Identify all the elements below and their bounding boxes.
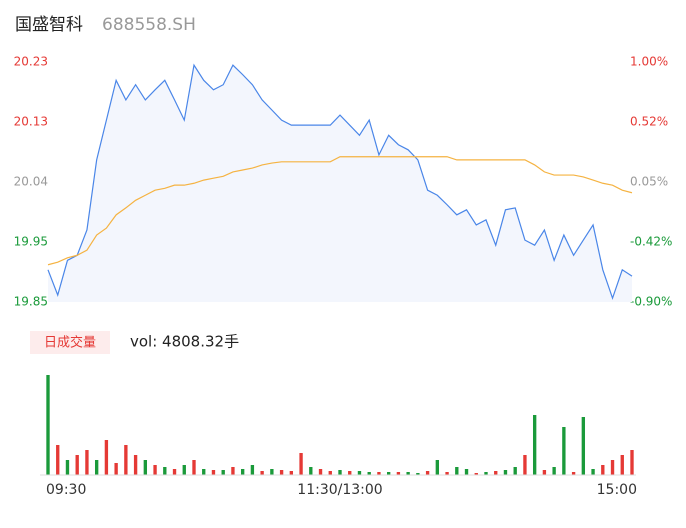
x-tick-label: 15:00 <box>597 482 637 498</box>
volume-bar <box>464 469 469 475</box>
volume-bar <box>299 453 303 475</box>
volume-bar <box>56 445 60 475</box>
volume-bar <box>172 469 177 475</box>
volume-label: 日成交量 <box>44 335 96 351</box>
volume-bar <box>221 470 225 475</box>
volume-bar <box>318 469 323 475</box>
volume-bar <box>231 467 235 475</box>
y-tick-label: 20.13 <box>14 115 48 129</box>
volume-bar <box>85 450 89 475</box>
x-tick-label: 09:30 <box>46 482 86 498</box>
volume-bar <box>153 465 157 475</box>
y2-tick-label: 0.52% <box>630 115 668 129</box>
volume-bar <box>484 472 488 475</box>
volume-bar <box>289 471 294 475</box>
volume-bar <box>396 472 401 475</box>
volume-bar <box>386 472 391 475</box>
volume-bar <box>94 460 99 475</box>
volume-bar <box>532 415 537 475</box>
volume-bar <box>542 470 547 475</box>
volume-bar <box>182 465 186 475</box>
volume-bar <box>163 467 167 475</box>
volume-bar <box>143 460 148 475</box>
volume-bar <box>494 471 498 475</box>
volume-bar <box>416 473 420 475</box>
volume-bar <box>75 455 79 475</box>
volume-bar <box>523 455 527 475</box>
volume-bar <box>240 469 245 475</box>
volume-bar <box>46 375 50 475</box>
stock-name: 国盛智科 <box>15 15 83 35</box>
y-tick-label: 20.04 <box>14 175 48 189</box>
volume-readout: vol: 4808.32手 <box>130 333 239 351</box>
price-area <box>48 65 632 302</box>
volume-bar <box>630 450 634 475</box>
volume-bar <box>552 467 556 475</box>
volume-bar <box>562 427 566 475</box>
volume-bar <box>406 472 410 475</box>
volume-bar <box>474 473 478 475</box>
y2-tick-label: 0.05% <box>630 175 668 189</box>
volume-bar <box>571 472 576 475</box>
volume-bar <box>357 471 362 475</box>
y2-tick-label: 1.00% <box>630 55 668 69</box>
volume-bar <box>65 460 70 475</box>
volume-bar <box>328 471 332 475</box>
volume-bar <box>377 472 381 475</box>
volume-bar <box>133 455 138 475</box>
volume-label-bg <box>30 331 110 354</box>
volume-bar <box>202 469 206 475</box>
volume-bar <box>620 455 624 475</box>
volume-bar <box>513 467 517 475</box>
stock-code: 688558.SH <box>102 15 196 35</box>
y-tick-label: 19.95 <box>14 235 48 249</box>
volume-bar <box>104 440 109 475</box>
volume-bar <box>455 467 459 475</box>
volume-bar <box>435 460 440 475</box>
y2-tick-label: -0.42% <box>630 235 672 249</box>
volume-bar <box>270 469 274 475</box>
average-line <box>47 156 633 266</box>
volume-bar <box>192 460 196 475</box>
volume-bar <box>445 472 449 475</box>
y-tick-label: 20.23 <box>14 55 48 69</box>
volume-bar <box>338 470 342 475</box>
volume-bar <box>367 472 371 475</box>
volume-bar <box>610 460 615 475</box>
volume-bar <box>211 470 216 475</box>
volume-bar <box>279 470 284 475</box>
volume-bar <box>591 469 595 475</box>
volume-bar <box>581 417 586 475</box>
x-tick-label: 11:30/13:00 <box>297 482 382 498</box>
volume-bar <box>124 445 128 475</box>
price-line <box>47 63 633 301</box>
volume-bar <box>260 471 264 475</box>
volume-bar <box>348 471 352 475</box>
volume-bar <box>250 465 255 475</box>
volume-bar <box>503 470 508 475</box>
volume-bar <box>114 463 118 475</box>
y-tick-label: 19.85 <box>14 295 48 309</box>
volume-bar <box>425 471 430 475</box>
volume-bar <box>309 467 313 475</box>
y2-tick-label: -0.90% <box>630 295 672 309</box>
volume-bar <box>601 465 605 475</box>
